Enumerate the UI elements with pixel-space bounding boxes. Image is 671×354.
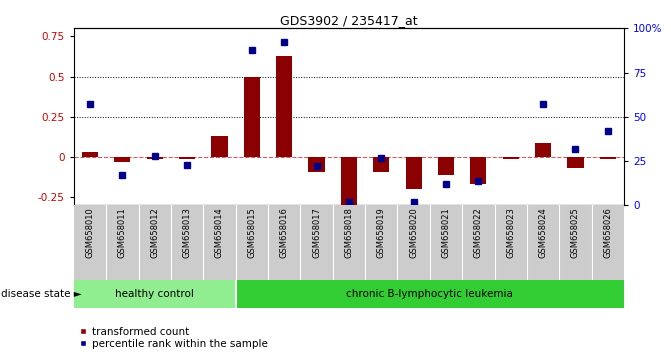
Bar xyxy=(309,157,325,172)
Bar xyxy=(592,205,624,280)
Bar xyxy=(462,205,495,280)
Text: GSM658024: GSM658024 xyxy=(539,207,548,258)
Bar xyxy=(535,143,551,157)
Text: GSM658018: GSM658018 xyxy=(344,207,354,258)
Text: GSM658022: GSM658022 xyxy=(474,207,483,258)
Legend: transformed count, percentile rank within the sample: transformed count, percentile rank withi… xyxy=(79,327,267,349)
Text: GSM658025: GSM658025 xyxy=(571,207,580,258)
Text: healthy control: healthy control xyxy=(115,289,194,299)
Bar xyxy=(74,280,236,308)
Bar xyxy=(341,157,357,205)
Bar xyxy=(430,205,462,280)
Bar xyxy=(138,205,171,280)
Bar xyxy=(171,205,203,280)
Bar xyxy=(600,157,616,159)
Text: GSM658013: GSM658013 xyxy=(183,207,192,258)
Title: GDS3902 / 235417_at: GDS3902 / 235417_at xyxy=(280,14,418,27)
Text: GSM658011: GSM658011 xyxy=(118,207,127,258)
Bar xyxy=(503,157,519,159)
Text: GSM658015: GSM658015 xyxy=(248,207,256,258)
Bar xyxy=(114,157,130,162)
Bar xyxy=(333,205,365,280)
Bar xyxy=(203,205,236,280)
Text: GSM658019: GSM658019 xyxy=(377,207,386,258)
Text: GSM658010: GSM658010 xyxy=(85,207,95,258)
Text: GSM658012: GSM658012 xyxy=(150,207,159,258)
Text: GSM658021: GSM658021 xyxy=(442,207,450,258)
Bar xyxy=(211,136,227,157)
Text: GSM658020: GSM658020 xyxy=(409,207,418,258)
Bar xyxy=(301,205,333,280)
Bar xyxy=(106,205,138,280)
Text: GSM658014: GSM658014 xyxy=(215,207,224,258)
Bar xyxy=(236,280,624,308)
Text: GSM658026: GSM658026 xyxy=(603,207,613,258)
Text: chronic B-lymphocytic leukemia: chronic B-lymphocytic leukemia xyxy=(346,289,513,299)
Bar xyxy=(236,205,268,280)
Bar xyxy=(365,205,397,280)
Text: disease state ►: disease state ► xyxy=(1,289,81,299)
Bar xyxy=(405,157,422,189)
Bar xyxy=(438,157,454,175)
Bar xyxy=(495,205,527,280)
Bar xyxy=(568,157,584,168)
Text: GSM658016: GSM658016 xyxy=(280,207,289,258)
Bar xyxy=(244,76,260,157)
Bar xyxy=(373,157,389,172)
Bar xyxy=(527,205,560,280)
Bar xyxy=(397,205,430,280)
Bar xyxy=(470,157,486,184)
Bar xyxy=(560,205,592,280)
Bar xyxy=(276,56,293,157)
Text: GSM658017: GSM658017 xyxy=(312,207,321,258)
Bar xyxy=(74,205,106,280)
Bar xyxy=(147,157,163,159)
Bar xyxy=(82,152,98,157)
Bar xyxy=(268,205,301,280)
Text: GSM658023: GSM658023 xyxy=(506,207,515,258)
Bar xyxy=(179,157,195,159)
